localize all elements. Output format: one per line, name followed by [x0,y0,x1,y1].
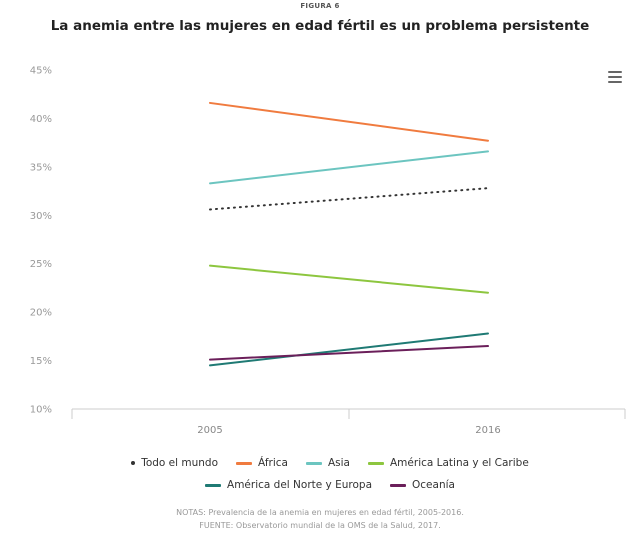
legend-item[interactable]: Oceanía [390,479,455,491]
y-tick-label: 40% [30,114,52,125]
hamburger-menu-icon[interactable] [608,71,622,83]
legend-label: Oceanía [412,479,455,491]
legend-label: América Latina y el Caribe [390,457,529,469]
legend-item[interactable]: Asia [305,457,350,469]
series-line-todo-el-mundo [209,187,489,211]
chart-title: La anemia entre las mujeres en edad fért… [50,18,590,34]
legend-label: África [258,457,288,469]
legend-line-icon [305,461,322,465]
legend-row: América del Norte y Europa Oceanía [40,474,620,496]
line-chart: 10% 15% 20% 25% 30% 35% 40% 45% 2005 2016 [30,66,626,436]
chart-notes: NOTAS: Prevalencia de la anemia en mujer… [0,506,640,532]
legend-label: Asia [327,457,350,469]
notes-text: NOTAS: Prevalencia de la anemia en mujer… [176,508,464,517]
y-tick-label: 25% [30,259,52,270]
y-tick-label: 20% [30,308,52,319]
series-line-america-latina-y-el-caribe [209,264,489,294]
y-tick-label: 35% [30,162,52,173]
series-line-oceania [209,345,489,361]
legend-line-icon [205,483,222,487]
y-tick-label: 15% [30,356,52,367]
legend-label: Todo el mundo [141,457,219,469]
y-tick-label: 10% [30,405,52,416]
legend-line-icon [368,461,384,465]
series-line-asia [209,150,489,185]
legend-item[interactable]: África [236,457,288,469]
legend-line-icon [390,483,407,487]
legend-item[interactable]: América Latina y el Caribe [368,457,529,469]
legend-item[interactable]: América del Norte y Europa [205,479,372,491]
x-tick-label: 2016 [475,425,500,436]
y-tick-label: 30% [30,211,52,222]
series-line-america-del-norte-y-europa [209,332,489,367]
legend-line-icon [236,461,253,465]
chart-legend: Todo el mundo África Asia América Latina y … [40,452,620,496]
legend-row: Todo el mundo África Asia América Latina y … [40,452,620,474]
legend-label: América del Norte y Europa [227,479,373,491]
y-tick-label: 45% [30,66,52,77]
legend-dot-icon [131,461,136,465]
legend-item[interactable]: Todo el mundo [131,457,218,469]
figure-label: FIGURA 6 [300,2,340,10]
source-text: FUENTE: Observatorio mundial de la OMS d… [199,521,441,530]
series-line-africa [209,101,489,142]
x-tick-label: 2005 [197,425,222,436]
